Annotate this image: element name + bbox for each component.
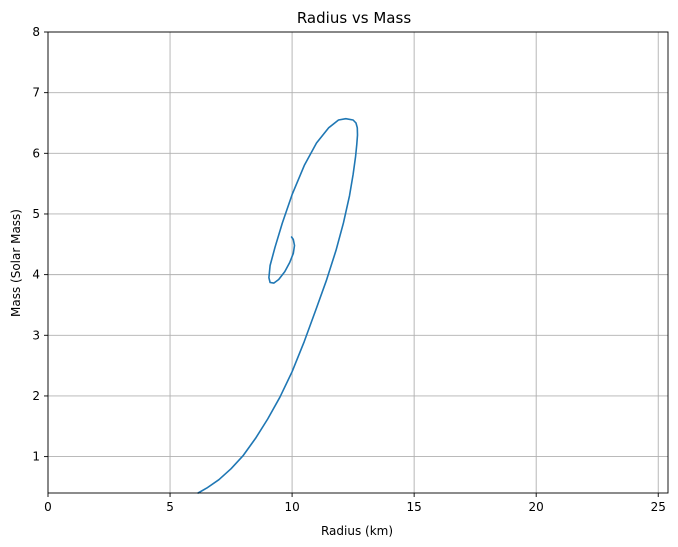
x-tick-label: 25 xyxy=(651,500,666,514)
y-tick-label: 6 xyxy=(32,146,40,160)
x-axis-label: Radius (km) xyxy=(321,524,393,538)
series-layer xyxy=(197,117,359,494)
y-tick-label: 2 xyxy=(32,389,40,403)
y-tick-label: 8 xyxy=(32,25,40,39)
y-tick-label: 1 xyxy=(32,450,40,464)
x-tick-label: 15 xyxy=(407,500,422,514)
chart-title: Radius vs Mass xyxy=(297,9,411,27)
y-tick-label: 3 xyxy=(32,328,40,342)
x-tick-label: 5 xyxy=(166,500,174,514)
y-tick-label: 7 xyxy=(32,86,40,100)
plot-frame xyxy=(47,31,669,494)
ticks: 0 5 10 15 20 25 1 2 3 4 5 6 7 8 xyxy=(32,25,666,514)
y-axis-label: Mass (Solar Mass) xyxy=(9,209,23,317)
y-tick-label: 5 xyxy=(32,207,40,221)
series-line-1 xyxy=(197,117,359,494)
y-tick-label: 4 xyxy=(32,268,40,282)
x-tick-label: 10 xyxy=(284,500,299,514)
x-tick-label: 0 xyxy=(44,500,52,514)
x-tick-label: 20 xyxy=(529,500,544,514)
